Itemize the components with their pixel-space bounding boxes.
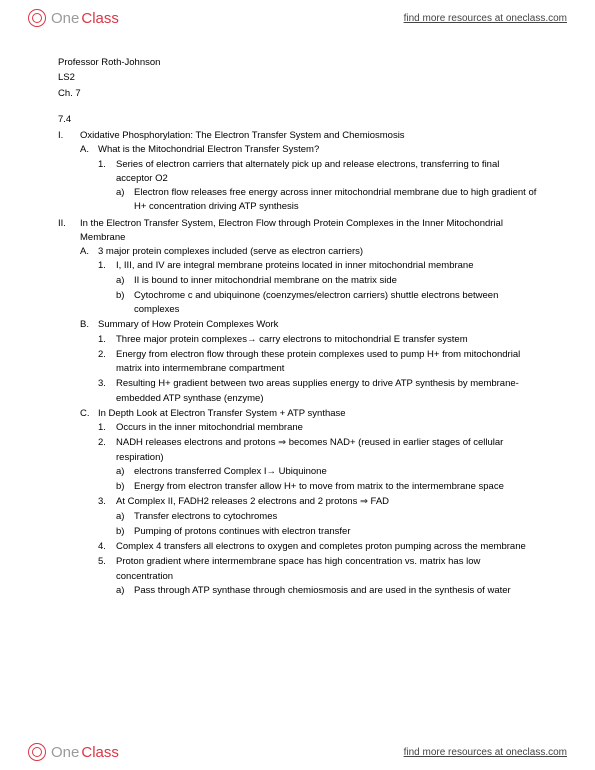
professor-line: Professor Roth-Johnson <box>58 56 537 70</box>
marker-alpha: A. <box>80 143 89 157</box>
outline-I-A-1-a-text: Electron flow releases free energy acros… <box>134 187 536 212</box>
outline-II-C-4: 4. Complex 4 transfers all electrons to … <box>98 540 537 554</box>
marker-la: a) <box>116 274 124 288</box>
marker-num: 1. <box>98 158 106 172</box>
outline-II-A-1-a: a) II is bound to inner mitochondrial me… <box>116 274 537 288</box>
marker-alpha: C. <box>80 407 90 421</box>
outline-II-B-title: Summary of How Protein Complexes Work <box>98 319 278 330</box>
outline-II-C-3-a: a) Transfer electrons to cytochromes <box>116 510 537 524</box>
outline-II-C-2-b: b) Energy from electron transfer allow H… <box>116 480 537 494</box>
outline-II-B: B. Summary of How Protein Complexes Work… <box>80 318 537 406</box>
marker-num: 4. <box>98 540 106 554</box>
outline-I: I. Oxidative Phosphorylation: The Electr… <box>58 129 537 215</box>
marker-alpha: B. <box>80 318 89 332</box>
outline-II-C-3-b-text: Pumping of protons continues with electr… <box>134 526 351 537</box>
outline-II-A-1: 1. I, III, and IV are integral membrane … <box>98 259 537 317</box>
outline-II-B-2: 2. Energy from electron flow through the… <box>98 348 537 377</box>
marker-alpha: A. <box>80 245 89 259</box>
logo: OneClass <box>28 9 119 27</box>
logo-text-one: One <box>51 744 79 761</box>
logo-text-class: Class <box>81 744 119 761</box>
marker-num: 2. <box>98 436 106 450</box>
section-number: 7.4 <box>58 113 537 127</box>
outline-I-A: A. What is the Mitochondrial Electron Tr… <box>80 143 537 214</box>
outline-II-C-3-b: b) Pumping of protons continues with ele… <box>116 525 537 539</box>
outline-II-C-3: 3. At Complex II, FADH2 releases 2 elect… <box>98 495 537 539</box>
outline-II-C-4-text: Complex 4 transfers all electrons to oxy… <box>116 541 526 552</box>
outline-I-A-title: What is the Mitochondrial Electron Trans… <box>98 144 319 155</box>
marker-num: 3. <box>98 495 106 509</box>
footer: OneClass find more resources at oneclass… <box>0 734 595 770</box>
outline-II-B-3: 3. Resulting H+ gradient between two are… <box>98 377 537 406</box>
outline-II-C-2-a-text: electrons transferred Complex I→ Ubiquin… <box>134 466 327 477</box>
outline-I-title: Oxidative Phosphorylation: The Electron … <box>80 130 405 141</box>
outline-root: I. Oxidative Phosphorylation: The Electr… <box>58 129 537 598</box>
marker-la: b) <box>116 525 124 539</box>
marker-num: 2. <box>98 348 106 362</box>
outline-II-C-2-text: NADH releases electrons and protons ⇒ be… <box>116 437 503 462</box>
outline-II-C-5-text: Proton gradient where intermembrane spac… <box>116 556 480 581</box>
marker-num: 1. <box>98 259 106 273</box>
outline-II-A-1-b-text: Cytochrome c and ubiquinone (coenzymes/e… <box>134 290 498 315</box>
outline-II-C-3-text: At Complex II, FADH2 releases 2 electron… <box>116 496 389 507</box>
meta-block: Professor Roth-Johnson LS2 Ch. 7 <box>58 56 537 101</box>
outline-II-title: In the Electron Transfer System, Electro… <box>80 218 503 243</box>
marker-la: b) <box>116 480 124 494</box>
outline-II-C-5-a: a) Pass through ATP synthase through che… <box>116 584 537 598</box>
outline-I-A-1: 1. Series of electron carriers that alte… <box>98 158 537 215</box>
course-line: LS2 <box>58 71 537 85</box>
outline-II-A-1-b: b) Cytochrome c and ubiquinone (coenzyme… <box>116 289 537 318</box>
outline-II-C: C. In Depth Look at Electron Transfer Sy… <box>80 407 537 598</box>
marker-num: 1. <box>98 333 106 347</box>
document-body: Professor Roth-Johnson LS2 Ch. 7 7.4 I. … <box>0 36 595 598</box>
outline-II-B-3-text: Resulting H+ gradient between two areas … <box>116 378 519 403</box>
outline-II-A-1-a-text: II is bound to inner mitochondrial membr… <box>134 275 397 286</box>
logo-icon <box>28 743 46 761</box>
outline-II: II. In the Electron Transfer System, Ele… <box>58 217 537 599</box>
outline-II-C-5: 5. Proton gradient where intermembrane s… <box>98 555 537 598</box>
logo-text-one: One <box>51 10 79 27</box>
marker-la: a) <box>116 465 124 479</box>
logo-text-class: Class <box>81 10 119 27</box>
outline-II-C-2-b-text: Energy from electron transfer allow H+ t… <box>134 481 504 492</box>
outline-I-A-1-text: Series of electron carriers that alterna… <box>116 159 499 184</box>
chapter-line: Ch. 7 <box>58 87 537 101</box>
logo-icon <box>28 9 46 27</box>
outline-II-A-title: 3 major protein complexes included (serv… <box>98 246 363 257</box>
outline-II-C-5-a-text: Pass through ATP synthase through chemio… <box>134 585 511 596</box>
outline-II-B-1: 1. Three major protein complexes→ carry … <box>98 333 537 347</box>
marker-num: 5. <box>98 555 106 569</box>
outline-II-C-3-a-text: Transfer electrons to cytochromes <box>134 511 277 522</box>
outline-II-B-1-text: Three major protein complexes→ carry ele… <box>116 334 468 345</box>
outline-II-C-2: 2. NADH releases electrons and protons ⇒… <box>98 436 537 494</box>
outline-I-A-1-a: a) Electron flow releases free energy ac… <box>116 186 537 215</box>
logo-footer: OneClass <box>28 743 119 761</box>
marker-la: a) <box>116 510 124 524</box>
marker-la: b) <box>116 289 124 303</box>
marker-num: 3. <box>98 377 106 391</box>
outline-II-C-title: In Depth Look at Electron Transfer Syste… <box>98 408 346 419</box>
outline-II-C-2-a: a) electrons transferred Complex I→ Ubiq… <box>116 465 537 479</box>
resources-link-top[interactable]: find more resources at oneclass.com <box>404 13 567 24</box>
header: OneClass find more resources at oneclass… <box>0 0 595 36</box>
outline-II-A-1-text: I, III, and IV are integral membrane pro… <box>116 260 474 271</box>
resources-link-bottom[interactable]: find more resources at oneclass.com <box>404 747 567 758</box>
marker-la: a) <box>116 584 124 598</box>
marker-roman: II. <box>58 217 66 231</box>
outline-II-B-2-text: Energy from electron flow through these … <box>116 349 520 374</box>
marker-roman: I. <box>58 129 63 143</box>
outline-II-C-1: 1. Occurs in the inner mitochondrial mem… <box>98 421 537 435</box>
marker-la: a) <box>116 186 124 200</box>
outline-II-C-1-text: Occurs in the inner mitochondrial membra… <box>116 422 303 433</box>
outline-II-A: A. 3 major protein complexes included (s… <box>80 245 537 317</box>
marker-num: 1. <box>98 421 106 435</box>
